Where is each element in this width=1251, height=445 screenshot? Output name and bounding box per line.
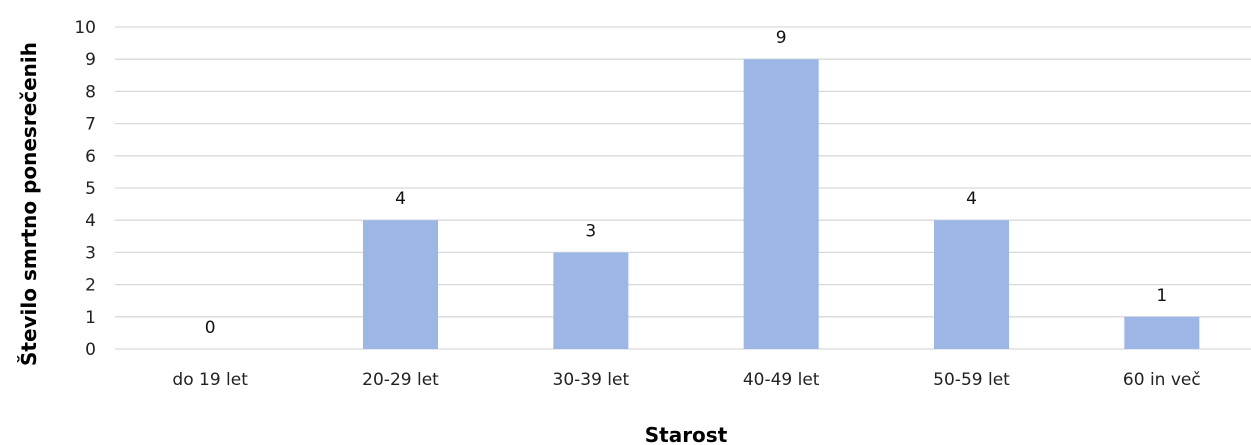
y-axis-title: Število smrtno ponesrečenih xyxy=(17,42,41,366)
y-tick-label: 2 xyxy=(85,276,96,296)
x-tick-label: 40-49 let xyxy=(743,370,820,390)
bar xyxy=(1124,316,1200,349)
x-tick-labels: do 19 let 20-29 let 30-39 let 40-49 let 50-5… xyxy=(172,370,1200,390)
x-tick-label: 60 in več xyxy=(1123,370,1201,390)
y-tick-label: 0 xyxy=(85,340,96,360)
x-tick-label: 50-59 let xyxy=(933,370,1010,390)
data-label: 4 xyxy=(395,189,406,209)
data-label: 0 xyxy=(205,318,216,338)
y-tick-label: 9 xyxy=(85,50,96,70)
data-labels: 0 4 3 9 4 1 xyxy=(205,28,1167,338)
gridlines xyxy=(115,26,1251,350)
data-label: 3 xyxy=(585,221,596,241)
y-tick-label: 6 xyxy=(85,147,96,167)
y-tick-labels: 0 1 2 3 4 5 6 7 8 9 10 xyxy=(74,18,96,360)
y-tick-label: 7 xyxy=(85,115,96,135)
bar xyxy=(934,220,1009,349)
x-tick-label: 20-29 let xyxy=(362,370,439,390)
bar xyxy=(743,59,819,349)
bar xyxy=(553,252,629,349)
y-tick-label: 3 xyxy=(85,243,96,263)
data-label: 9 xyxy=(776,28,787,48)
x-tick-label: do 19 let xyxy=(172,370,248,390)
x-tick-label: 30-39 let xyxy=(553,370,630,390)
y-tick-label: 8 xyxy=(85,82,96,102)
y-tick-label: 10 xyxy=(74,18,96,38)
x-axis-title: Starost xyxy=(645,423,728,445)
data-label: 1 xyxy=(1156,286,1167,306)
y-tick-label: 5 xyxy=(85,179,96,199)
y-tick-label: 4 xyxy=(85,211,96,231)
y-tick-label: 1 xyxy=(85,308,96,328)
bars xyxy=(363,59,1200,349)
bar xyxy=(363,220,438,349)
data-label: 4 xyxy=(966,189,977,209)
